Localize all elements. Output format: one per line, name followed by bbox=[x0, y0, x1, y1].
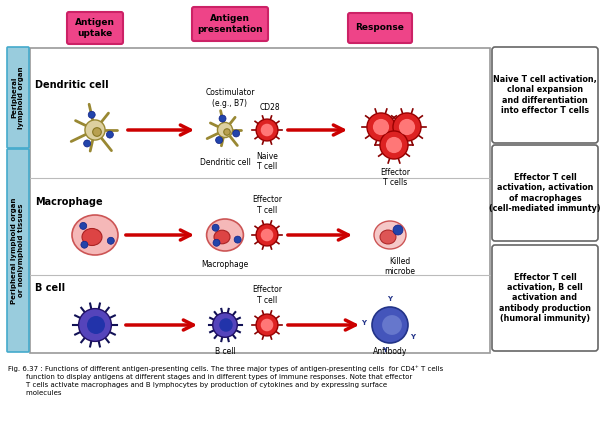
Text: Naive T cell activation,
clonal expansion
and differentiation
into effector T ce: Naive T cell activation, clonal expansio… bbox=[493, 75, 597, 115]
Circle shape bbox=[233, 130, 240, 137]
Text: Effector
T cells: Effector T cells bbox=[380, 168, 410, 187]
FancyBboxPatch shape bbox=[7, 149, 29, 352]
Circle shape bbox=[217, 123, 232, 138]
Circle shape bbox=[261, 229, 273, 241]
Text: Y: Y bbox=[362, 321, 367, 326]
Circle shape bbox=[261, 124, 273, 136]
Text: B cell: B cell bbox=[215, 347, 235, 356]
Text: Y: Y bbox=[387, 296, 392, 302]
Circle shape bbox=[224, 129, 230, 135]
Text: Antigen
uptake: Antigen uptake bbox=[75, 18, 115, 38]
Circle shape bbox=[213, 239, 220, 246]
Circle shape bbox=[372, 307, 408, 343]
Circle shape bbox=[79, 223, 87, 230]
Ellipse shape bbox=[82, 229, 102, 246]
Text: Effector
T cell: Effector T cell bbox=[252, 195, 282, 215]
Text: Effector T cell
activation, activation
of macrophages
(cell-mediated immunty): Effector T cell activation, activation o… bbox=[489, 173, 601, 213]
FancyBboxPatch shape bbox=[67, 12, 123, 44]
FancyBboxPatch shape bbox=[192, 7, 268, 41]
Text: Effector
T cell: Effector T cell bbox=[252, 285, 282, 305]
Circle shape bbox=[256, 314, 278, 336]
Text: Effector T cell
activation, B cell
activation and
antibody production
(humoral i: Effector T cell activation, B cell activ… bbox=[499, 273, 591, 323]
Text: Macrophage: Macrophage bbox=[202, 260, 249, 269]
Circle shape bbox=[373, 119, 389, 135]
Text: Y: Y bbox=[382, 347, 386, 353]
Text: Antibody: Antibody bbox=[373, 347, 407, 356]
Text: Dendritic cell: Dendritic cell bbox=[199, 158, 250, 167]
Circle shape bbox=[367, 113, 395, 141]
Ellipse shape bbox=[72, 215, 118, 255]
Text: B cell: B cell bbox=[35, 283, 65, 293]
Ellipse shape bbox=[206, 219, 243, 251]
Text: Dendritic cell: Dendritic cell bbox=[35, 80, 108, 90]
Text: Response: Response bbox=[356, 24, 405, 32]
Circle shape bbox=[219, 115, 226, 122]
Circle shape bbox=[79, 309, 111, 341]
Text: Fig. 6.37 : Functions of different antigen-presenting cells. The three major typ: Fig. 6.37 : Functions of different antig… bbox=[8, 365, 443, 396]
Circle shape bbox=[88, 111, 95, 118]
FancyBboxPatch shape bbox=[30, 48, 490, 353]
Circle shape bbox=[386, 137, 402, 153]
Circle shape bbox=[216, 137, 223, 144]
FancyBboxPatch shape bbox=[348, 13, 412, 43]
Circle shape bbox=[87, 316, 105, 334]
Text: Costimulator
(e.g., B7): Costimulator (e.g., B7) bbox=[205, 88, 255, 108]
Circle shape bbox=[256, 119, 278, 141]
Circle shape bbox=[81, 241, 88, 248]
Text: Killed
microbe: Killed microbe bbox=[385, 257, 415, 276]
Circle shape bbox=[234, 236, 241, 243]
Circle shape bbox=[85, 120, 105, 140]
FancyBboxPatch shape bbox=[492, 245, 598, 351]
Circle shape bbox=[84, 140, 91, 147]
Text: Y: Y bbox=[411, 335, 415, 340]
Text: Peripheral
lymphoid organ: Peripheral lymphoid organ bbox=[11, 66, 25, 129]
Text: Naive
T cell: Naive T cell bbox=[256, 152, 278, 171]
Circle shape bbox=[212, 224, 219, 231]
Ellipse shape bbox=[380, 230, 396, 244]
Text: Peripheral lymphoid organ
or nonlymphoid tissues: Peripheral lymphoid organ or nonlymphoid… bbox=[11, 197, 25, 304]
Circle shape bbox=[107, 237, 114, 244]
Circle shape bbox=[393, 113, 421, 141]
Circle shape bbox=[93, 128, 101, 136]
Circle shape bbox=[393, 225, 403, 235]
Circle shape bbox=[219, 318, 233, 332]
Ellipse shape bbox=[374, 221, 406, 249]
Text: Antigen
presentation: Antigen presentation bbox=[197, 14, 263, 34]
Circle shape bbox=[107, 131, 113, 138]
Ellipse shape bbox=[214, 230, 230, 244]
FancyBboxPatch shape bbox=[492, 145, 598, 241]
Circle shape bbox=[380, 131, 408, 159]
Circle shape bbox=[382, 315, 402, 335]
Circle shape bbox=[399, 119, 415, 135]
FancyBboxPatch shape bbox=[492, 47, 598, 143]
Circle shape bbox=[256, 224, 278, 246]
Text: Macrophage: Macrophage bbox=[35, 197, 102, 207]
Circle shape bbox=[213, 313, 237, 337]
Circle shape bbox=[261, 319, 273, 331]
Text: CD28: CD28 bbox=[259, 103, 281, 113]
FancyBboxPatch shape bbox=[7, 47, 29, 148]
